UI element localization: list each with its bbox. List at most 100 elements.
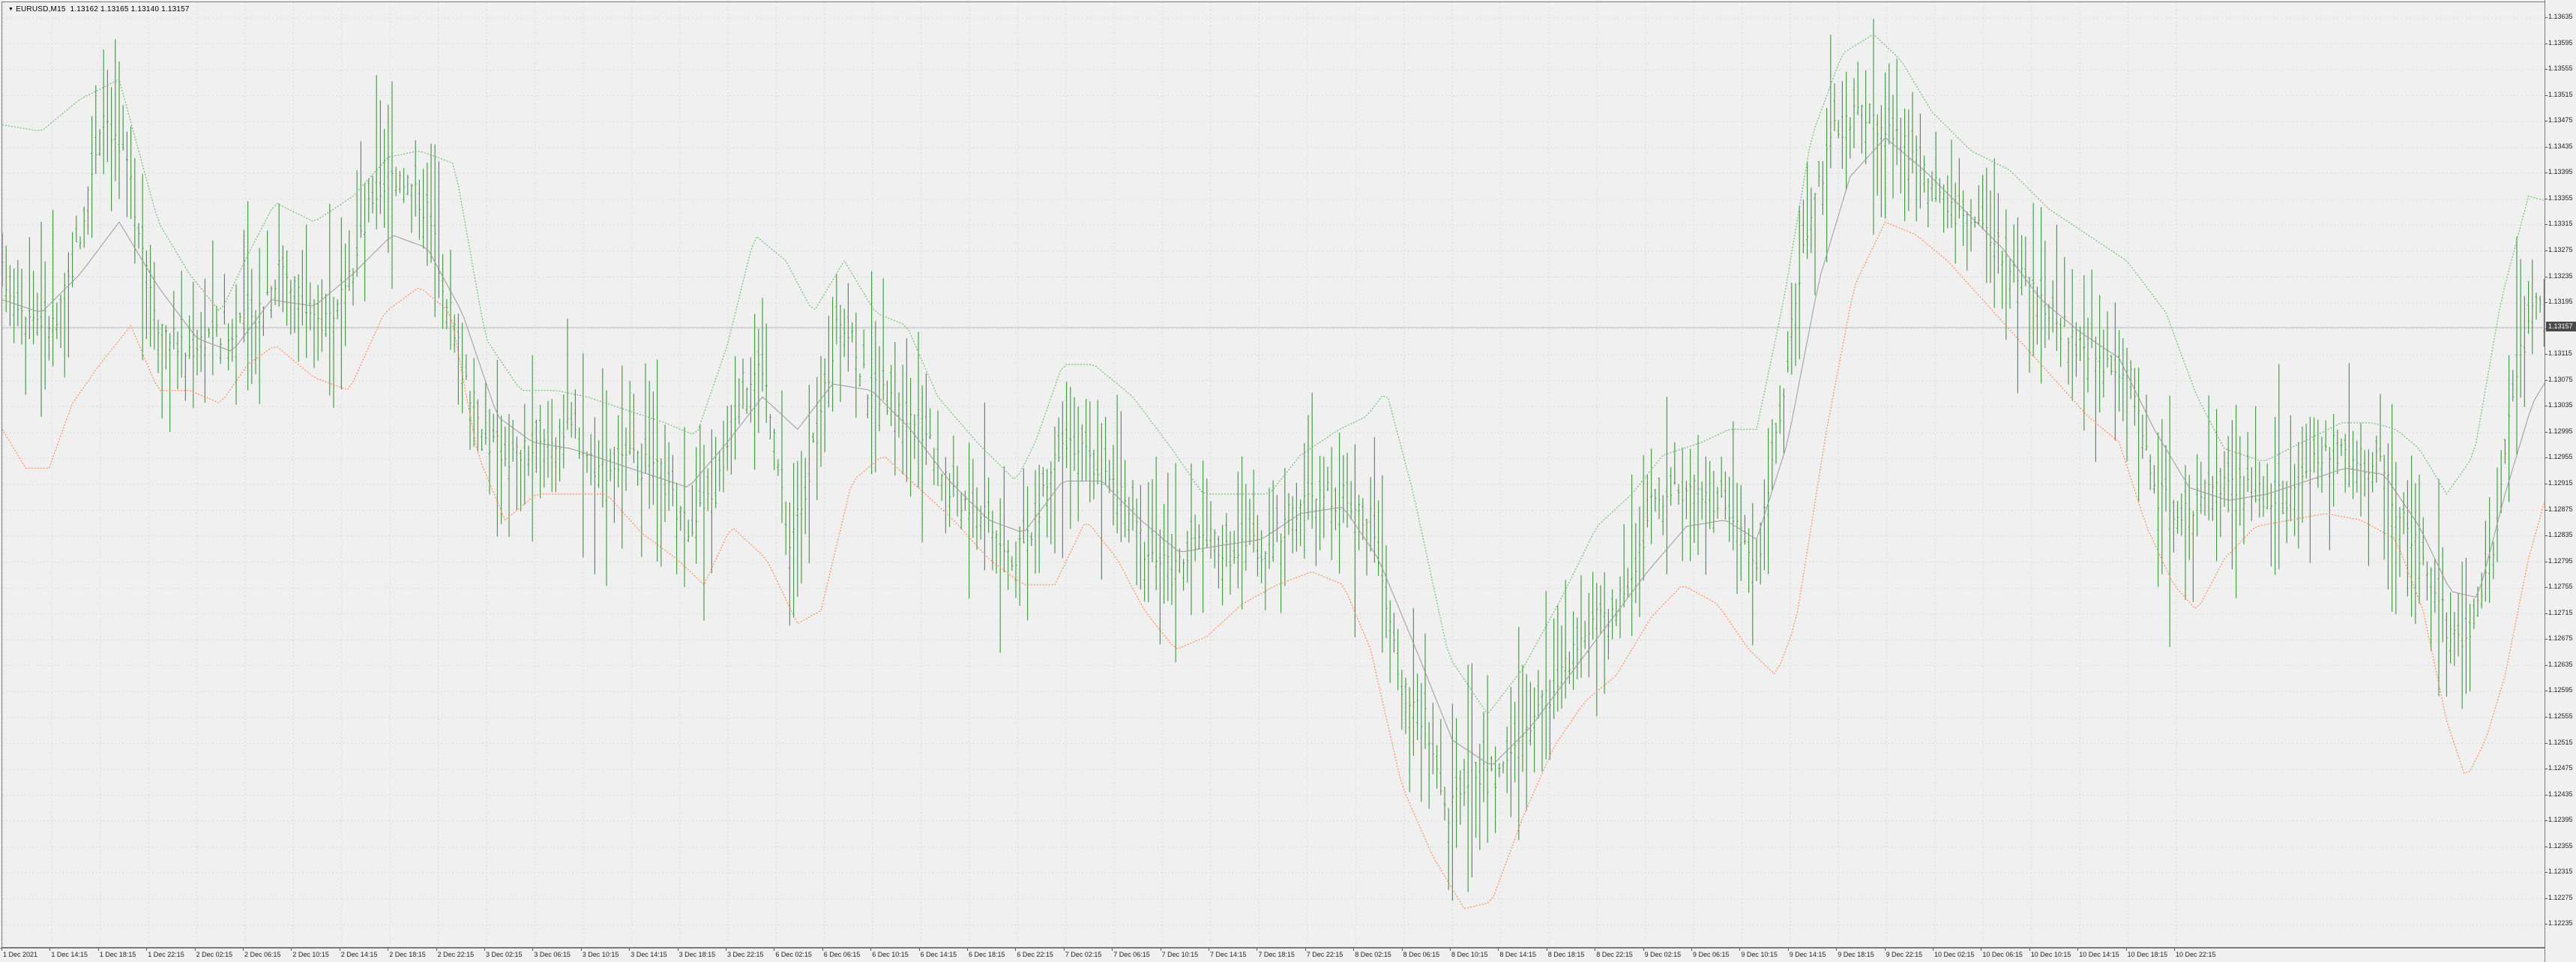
ohlc-bar — [2305, 424, 2308, 479]
ohlc-bar — [562, 394, 565, 469]
ohlc-bar — [683, 427, 686, 587]
time-tick — [580, 949, 582, 951]
ohlc-bar — [1810, 187, 1813, 253]
ohlc-bar — [2535, 292, 2538, 320]
time-tick — [194, 949, 196, 951]
ohlc-bar — [1509, 687, 1512, 817]
price-tick — [2545, 924, 2548, 925]
ohlc-bar — [1755, 539, 1758, 581]
time-label: 3 Dec 06:15 — [534, 951, 571, 958]
ohlc-bar — [1957, 157, 1960, 219]
ohlc-bar — [2484, 520, 2487, 602]
ohlc-bar — [437, 161, 440, 298]
ohlc-bar — [1346, 452, 1349, 528]
time-label: 10 Dec 18:15 — [2127, 951, 2168, 958]
ohlc-bar — [1291, 496, 1294, 554]
ohlc-bar — [1981, 175, 1984, 230]
ohlc-bar — [383, 128, 386, 228]
time-tick — [1063, 949, 1065, 951]
ohlc-bar — [1533, 687, 1536, 773]
triangle-down-icon[interactable]: ▼ — [8, 7, 14, 12]
time-label: 10 Dec 14:15 — [2079, 951, 2119, 958]
ohlc-bar — [141, 174, 144, 361]
ohlc-bar — [2519, 259, 2522, 398]
ohlc-bar — [2317, 419, 2320, 488]
ohlc-bar — [2320, 436, 2323, 493]
price-tick — [2545, 639, 2548, 640]
ohlc-bar — [430, 143, 433, 263]
ohlc-bar — [757, 328, 760, 433]
ohlc-bar — [1724, 471, 1727, 520]
ohlc-bar — [1677, 484, 1680, 505]
price-tick — [2545, 146, 2548, 148]
ohlc-bar — [1420, 683, 1423, 802]
ohlc-bar — [948, 473, 951, 527]
ohlc-bar — [227, 323, 230, 370]
ohlc-bar — [340, 217, 343, 390]
ohlc-bar — [952, 436, 955, 497]
price-label: 1.13555 — [2548, 64, 2573, 73]
price-label: 1.12235 — [2548, 919, 2573, 928]
time-label: 8 Dec 02:15 — [1355, 951, 1391, 958]
ohlc-bar — [160, 323, 163, 419]
ohlc-bar — [605, 390, 608, 586]
ohlc-bar — [1206, 478, 1209, 548]
ohlc-bar — [511, 419, 514, 462]
ohlc-bar — [28, 237, 31, 340]
time-tick — [436, 949, 437, 951]
ohlc-bar — [2223, 451, 2226, 507]
ohlc-bar — [839, 304, 842, 403]
ohlc-bar — [114, 39, 117, 181]
ohlc-bar — [2180, 493, 2183, 536]
ohlc-bar — [831, 297, 834, 412]
price-tick — [2545, 898, 2548, 899]
ohlc-bar — [882, 278, 885, 400]
ohlc-bar — [1798, 205, 1801, 360]
price-chart[interactable] — [2, 2, 2547, 948]
ohlc-bar — [1310, 392, 1313, 529]
ohlc-bar — [897, 391, 900, 438]
ohlc-bar — [855, 312, 858, 418]
ohlc-bar — [784, 501, 787, 556]
ohlc-bar — [566, 319, 569, 430]
ohlc-bar — [1436, 745, 1439, 789]
time-scale[interactable]: 1 Dec 2021 1 Dec 14:15 1 Dec 18:15 1 Dec 22… — [0, 948, 2545, 962]
price-scale[interactable]: 1.13635 1.13595 1.13555 1.13515 1.13475 1.134… — [2545, 0, 2576, 962]
ohlc-bar — [274, 279, 277, 305]
ohlc-bar — [1338, 432, 1341, 574]
ohlc-bar — [102, 49, 105, 175]
time-tick — [1304, 949, 1306, 951]
ohlc-bar — [559, 418, 562, 482]
ohlc-bar — [2074, 322, 2077, 377]
ohlc-bar — [1034, 470, 1037, 574]
ohlc-bar — [328, 203, 331, 396]
ohlc-bar — [1751, 502, 1754, 646]
ohlc-bar — [929, 408, 932, 439]
time-label: 3 Dec 14:15 — [631, 951, 667, 958]
ohlc-bar — [2016, 217, 2019, 394]
ohlc-bar — [675, 482, 678, 574]
ohlc-bar — [98, 129, 101, 156]
ohlc-bar — [745, 387, 748, 414]
time-label: 7 Dec 10:15 — [1161, 951, 1199, 958]
ohlc-bar — [332, 296, 335, 409]
ohlc-bar — [1170, 533, 1173, 605]
ohlc-bar — [2425, 561, 2428, 601]
ohlc-bar — [1143, 541, 1146, 602]
time-tick — [2174, 949, 2175, 951]
ohlc-bar — [286, 250, 289, 326]
ohlc-bar — [753, 313, 756, 470]
ohlc-bar — [1736, 482, 1739, 595]
ohlc-bar — [1038, 464, 1041, 574]
ohlc-bar — [277, 203, 280, 307]
ohlc-bar — [352, 268, 355, 306]
ohlc-bar — [944, 457, 947, 534]
ohlc-bar — [2480, 572, 2483, 609]
ohlc-bar — [885, 380, 888, 415]
ohlc-bar — [1299, 499, 1302, 547]
ohlc-bar — [637, 450, 640, 486]
ohlc-bar — [219, 338, 222, 364]
ohlc-bar — [2145, 394, 2148, 451]
